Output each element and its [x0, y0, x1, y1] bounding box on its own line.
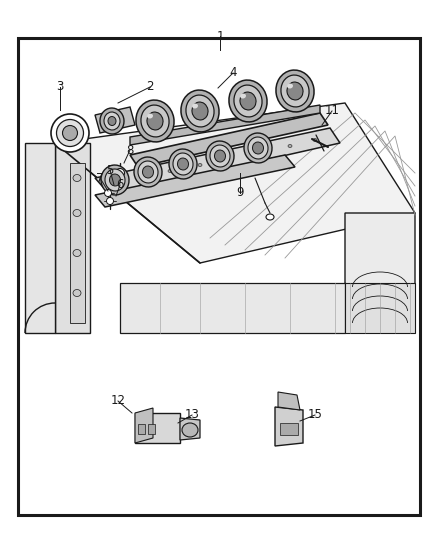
- Bar: [280, 423, 298, 435]
- Polygon shape: [95, 128, 340, 195]
- Polygon shape: [120, 283, 345, 333]
- Ellipse shape: [73, 289, 81, 296]
- Polygon shape: [135, 408, 153, 443]
- Ellipse shape: [281, 75, 309, 107]
- Text: 8: 8: [126, 143, 134, 157]
- Polygon shape: [275, 407, 303, 446]
- Text: 6: 6: [116, 179, 124, 191]
- Ellipse shape: [240, 92, 256, 110]
- Ellipse shape: [51, 114, 89, 152]
- Ellipse shape: [143, 175, 147, 179]
- Ellipse shape: [252, 142, 264, 154]
- Ellipse shape: [234, 85, 262, 117]
- Ellipse shape: [182, 423, 198, 437]
- Ellipse shape: [248, 137, 268, 159]
- Text: 7: 7: [96, 172, 104, 184]
- Ellipse shape: [118, 182, 122, 184]
- Ellipse shape: [313, 139, 317, 141]
- Ellipse shape: [288, 144, 292, 148]
- Polygon shape: [25, 143, 55, 333]
- Ellipse shape: [110, 174, 120, 186]
- Ellipse shape: [142, 166, 153, 178]
- Polygon shape: [95, 107, 135, 133]
- Text: 13: 13: [184, 408, 199, 422]
- Ellipse shape: [192, 102, 208, 120]
- Polygon shape: [130, 105, 320, 145]
- Polygon shape: [95, 155, 295, 207]
- Ellipse shape: [229, 80, 267, 122]
- Ellipse shape: [73, 174, 81, 182]
- Ellipse shape: [136, 100, 174, 142]
- Ellipse shape: [228, 157, 232, 159]
- Ellipse shape: [276, 70, 314, 112]
- Text: 15: 15: [307, 408, 322, 422]
- Text: 9: 9: [236, 187, 244, 199]
- Ellipse shape: [287, 84, 293, 88]
- Ellipse shape: [147, 112, 163, 130]
- Ellipse shape: [240, 93, 246, 99]
- Ellipse shape: [244, 133, 272, 163]
- Text: 11: 11: [325, 104, 339, 117]
- Text: 3: 3: [57, 80, 64, 93]
- Ellipse shape: [101, 165, 129, 195]
- Polygon shape: [345, 213, 415, 333]
- Ellipse shape: [73, 209, 81, 216]
- Ellipse shape: [181, 90, 219, 132]
- Polygon shape: [55, 103, 415, 263]
- Bar: [148, 424, 155, 434]
- Ellipse shape: [210, 145, 230, 167]
- Ellipse shape: [106, 198, 113, 205]
- Ellipse shape: [105, 190, 112, 197]
- Text: 5: 5: [106, 164, 114, 176]
- Ellipse shape: [73, 249, 81, 256]
- Polygon shape: [278, 392, 300, 410]
- Ellipse shape: [206, 141, 234, 171]
- Text: 1: 1: [216, 29, 224, 43]
- Polygon shape: [135, 413, 180, 443]
- Ellipse shape: [134, 157, 162, 187]
- Ellipse shape: [104, 112, 120, 130]
- Bar: [18, 38, 420, 515]
- Polygon shape: [180, 418, 200, 440]
- Polygon shape: [130, 113, 328, 167]
- Ellipse shape: [258, 150, 262, 154]
- Bar: [138, 424, 145, 434]
- Ellipse shape: [57, 119, 84, 147]
- Ellipse shape: [287, 82, 303, 100]
- Text: 2: 2: [146, 80, 154, 93]
- Ellipse shape: [116, 168, 124, 177]
- Polygon shape: [55, 143, 90, 333]
- Ellipse shape: [177, 158, 188, 170]
- Ellipse shape: [105, 169, 125, 191]
- Ellipse shape: [168, 169, 172, 173]
- Text: 4: 4: [229, 67, 237, 79]
- Ellipse shape: [266, 214, 274, 220]
- Polygon shape: [70, 163, 85, 323]
- Ellipse shape: [108, 117, 116, 125]
- Ellipse shape: [186, 95, 214, 127]
- Text: 12: 12: [110, 394, 126, 408]
- Ellipse shape: [100, 108, 124, 134]
- Ellipse shape: [215, 150, 226, 162]
- Polygon shape: [345, 283, 415, 333]
- Ellipse shape: [169, 149, 197, 179]
- Ellipse shape: [63, 125, 78, 141]
- Ellipse shape: [147, 114, 153, 118]
- Ellipse shape: [192, 103, 198, 109]
- Ellipse shape: [138, 161, 158, 183]
- Ellipse shape: [173, 153, 193, 175]
- Ellipse shape: [141, 105, 169, 137]
- Ellipse shape: [198, 164, 202, 166]
